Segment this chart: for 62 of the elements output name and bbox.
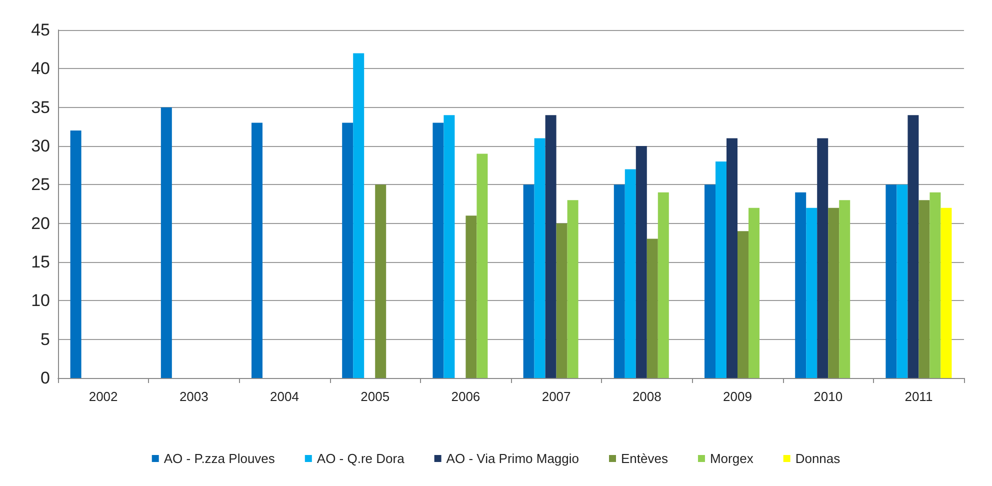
bar <box>918 200 930 378</box>
bar <box>828 208 840 378</box>
bar <box>806 208 818 378</box>
bar <box>839 200 850 378</box>
x-tick-label: 2009 <box>723 389 752 404</box>
bar <box>795 192 806 378</box>
y-tick-label: 40 <box>31 59 50 78</box>
x-tick-label: 2008 <box>632 389 662 404</box>
bar <box>658 192 669 378</box>
bar <box>886 184 897 378</box>
bar <box>908 115 919 378</box>
bar <box>375 184 386 378</box>
legend-label: Morgex <box>710 451 754 466</box>
legend-label: Entèves <box>621 451 668 466</box>
bar <box>432 122 444 378</box>
bar <box>704 184 716 378</box>
y-tick-label: 30 <box>31 136 50 156</box>
bar <box>614 184 625 378</box>
bar <box>817 138 828 378</box>
legend-label: AO - Q.re Dora <box>316 451 406 466</box>
bar <box>534 138 546 378</box>
bar <box>160 107 172 378</box>
x-tick-label: 2005 <box>360 389 390 404</box>
x-tick-label: 2011 <box>904 389 933 404</box>
x-tick-label: 2002 <box>88 389 118 404</box>
bar <box>716 161 726 378</box>
bar <box>466 216 477 378</box>
bar <box>476 154 488 378</box>
bar <box>444 115 455 378</box>
bar <box>556 223 568 378</box>
bar <box>567 200 578 378</box>
bar <box>70 130 82 378</box>
y-tick-label: 10 <box>31 291 50 310</box>
bar <box>624 169 636 378</box>
y-tick-label: 45 <box>31 20 50 40</box>
bar <box>636 146 647 378</box>
y-tick-label: 20 <box>31 214 50 233</box>
bar <box>646 238 658 378</box>
bar <box>930 192 941 378</box>
legend-label: AO - P.zza Plouves <box>164 451 276 466</box>
bar <box>252 122 262 378</box>
y-tick-label: 15 <box>31 252 50 272</box>
bar <box>342 122 354 378</box>
x-tick-label: 2004 <box>270 389 299 404</box>
bar <box>523 184 534 378</box>
legend-label: AO - Via Primo Maggio <box>446 451 580 466</box>
bar <box>738 231 748 378</box>
bar <box>748 208 760 378</box>
y-tick-label: 5 <box>40 330 50 349</box>
y-tick-label: 0 <box>40 368 50 388</box>
legend-label: Donnas <box>795 451 841 466</box>
bar <box>545 115 556 378</box>
x-tick-label: 2006 <box>451 389 480 404</box>
bar <box>726 138 738 378</box>
bar <box>353 53 364 378</box>
x-tick-label: 2003 <box>179 389 208 404</box>
y-tick-label: 35 <box>31 98 50 117</box>
x-tick-label: 2010 <box>814 389 843 404</box>
y-tick-label: 25 <box>31 175 50 194</box>
x-tick-label: 2007 <box>542 389 571 404</box>
bar <box>896 184 908 378</box>
bar <box>940 208 952 378</box>
